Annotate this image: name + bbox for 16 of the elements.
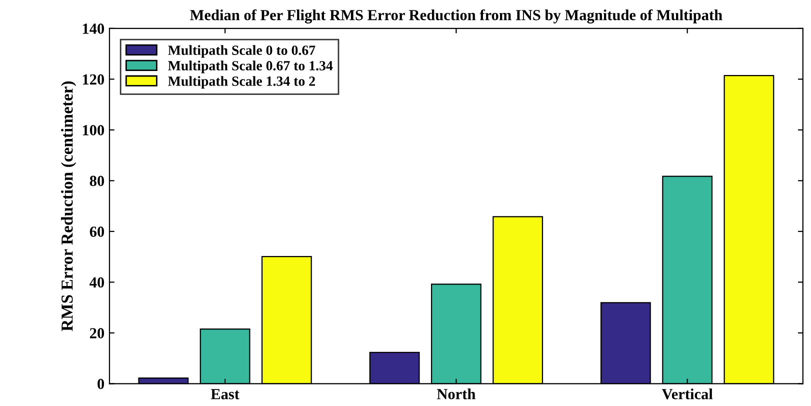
y-tick-label: 40: [90, 277, 104, 288]
x-tick-label: East: [210, 389, 240, 400]
y-tick-label: 100: [82, 125, 104, 136]
y-tick-label: 0: [98, 378, 104, 390]
y-axis-title: RMS Error Reduction (centimeter): [61, 81, 76, 332]
y-tick-label: 120: [82, 74, 104, 85]
legend-label: Multipath Scale 0.67 to 1.34: [168, 60, 333, 74]
y-tick-label: 20: [90, 328, 104, 338]
legend-label: Multipath Scale 1.34 to 2: [168, 76, 315, 89]
x-tick-label: Vertical: [662, 388, 713, 400]
y-tick-label: 60: [90, 226, 104, 237]
y-tick-label: 80: [90, 176, 104, 186]
x-tick-label: North: [436, 388, 476, 400]
legend-label: Multipath Scale 0 to 0.67: [168, 45, 316, 58]
chart-title: Median of Per Flight RMS Error Reduction from INS by Magnitude of Multipath: [190, 9, 722, 24]
y-tick-label: 140: [82, 24, 104, 34]
